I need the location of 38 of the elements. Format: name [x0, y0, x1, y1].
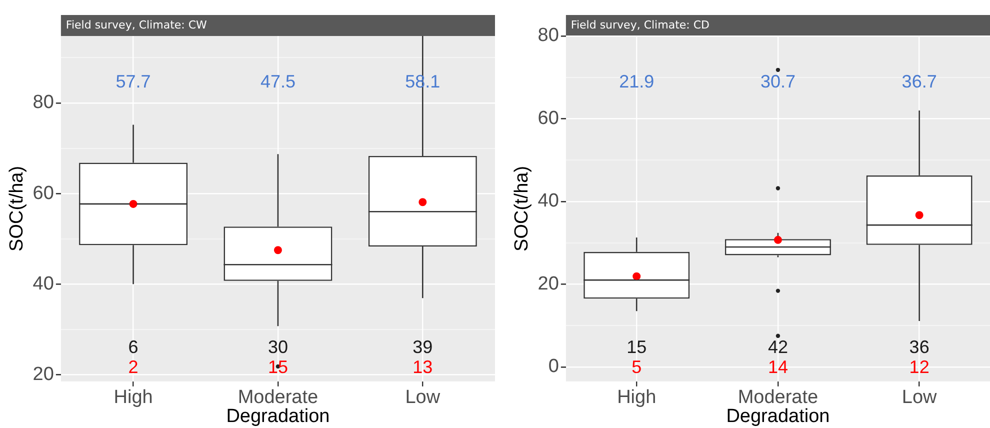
y-axis-title: SOC(t/ha) — [6, 166, 28, 252]
annotation: 36.7 — [902, 72, 937, 92]
annotation: 30 — [268, 336, 288, 357]
chart-title: Field survey, Climate: CW — [66, 18, 208, 32]
annotation: 14 — [768, 356, 788, 377]
y-tick-label: 20 — [538, 273, 559, 294]
x-tick-label: Low — [902, 387, 938, 408]
annotation: 57.7 — [116, 72, 151, 92]
annotation: 39 — [412, 336, 433, 357]
x-axis-title: Degradation — [226, 406, 330, 427]
annotation: 36 — [909, 336, 930, 357]
annotation: 13 — [412, 356, 433, 377]
x-tick-label: Low — [405, 387, 440, 408]
y-tick-label: 80 — [32, 92, 54, 114]
chart-title: Field survey, Climate: CD — [570, 18, 710, 32]
y-tick-label: 80 — [538, 25, 559, 46]
annotation: 42 — [768, 336, 788, 357]
x-tick-label: Moderate — [738, 387, 818, 408]
annotation: 2 — [128, 356, 138, 377]
y-tick-label: 40 — [32, 273, 54, 294]
x-tick-label: Moderate — [238, 387, 318, 408]
y-tick-label: 40 — [538, 190, 559, 212]
x-axis-title: Degradation — [726, 406, 830, 427]
x-tick-label: High — [114, 387, 153, 408]
annotation: 21.9 — [619, 72, 654, 92]
annotation: 15 — [626, 336, 647, 357]
y-tick-label: 0 — [548, 356, 559, 378]
annotation: 6 — [128, 336, 138, 357]
annotation: 5 — [632, 356, 642, 377]
y-axis-title: SOC(t/ha) — [512, 166, 533, 252]
x-tick-label: High — [617, 387, 656, 408]
y-tick-label: 60 — [538, 108, 559, 129]
annotation: 30.7 — [760, 72, 796, 92]
y-tick-label: 20 — [32, 364, 54, 385]
annotation: 47.5 — [260, 72, 296, 92]
y-tick-label: 60 — [32, 182, 54, 204]
annotation: 12 — [909, 356, 930, 377]
annotation: 15 — [268, 356, 288, 377]
